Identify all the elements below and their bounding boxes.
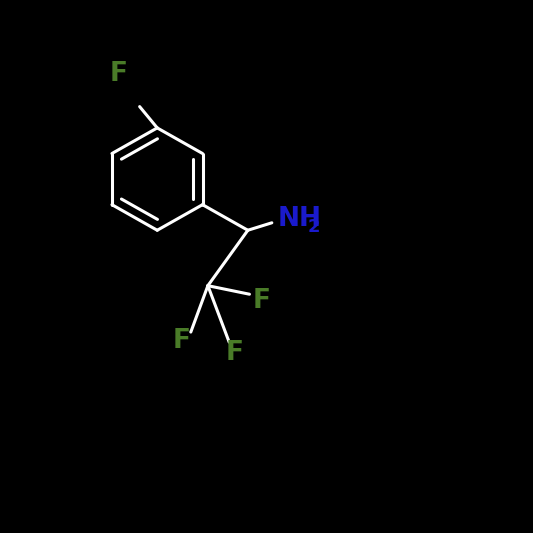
Text: F: F xyxy=(225,340,244,366)
Text: F: F xyxy=(172,328,190,354)
Text: NH: NH xyxy=(277,206,321,231)
Text: 2: 2 xyxy=(308,217,320,236)
Text: F: F xyxy=(252,288,270,314)
Text: F: F xyxy=(109,61,127,86)
